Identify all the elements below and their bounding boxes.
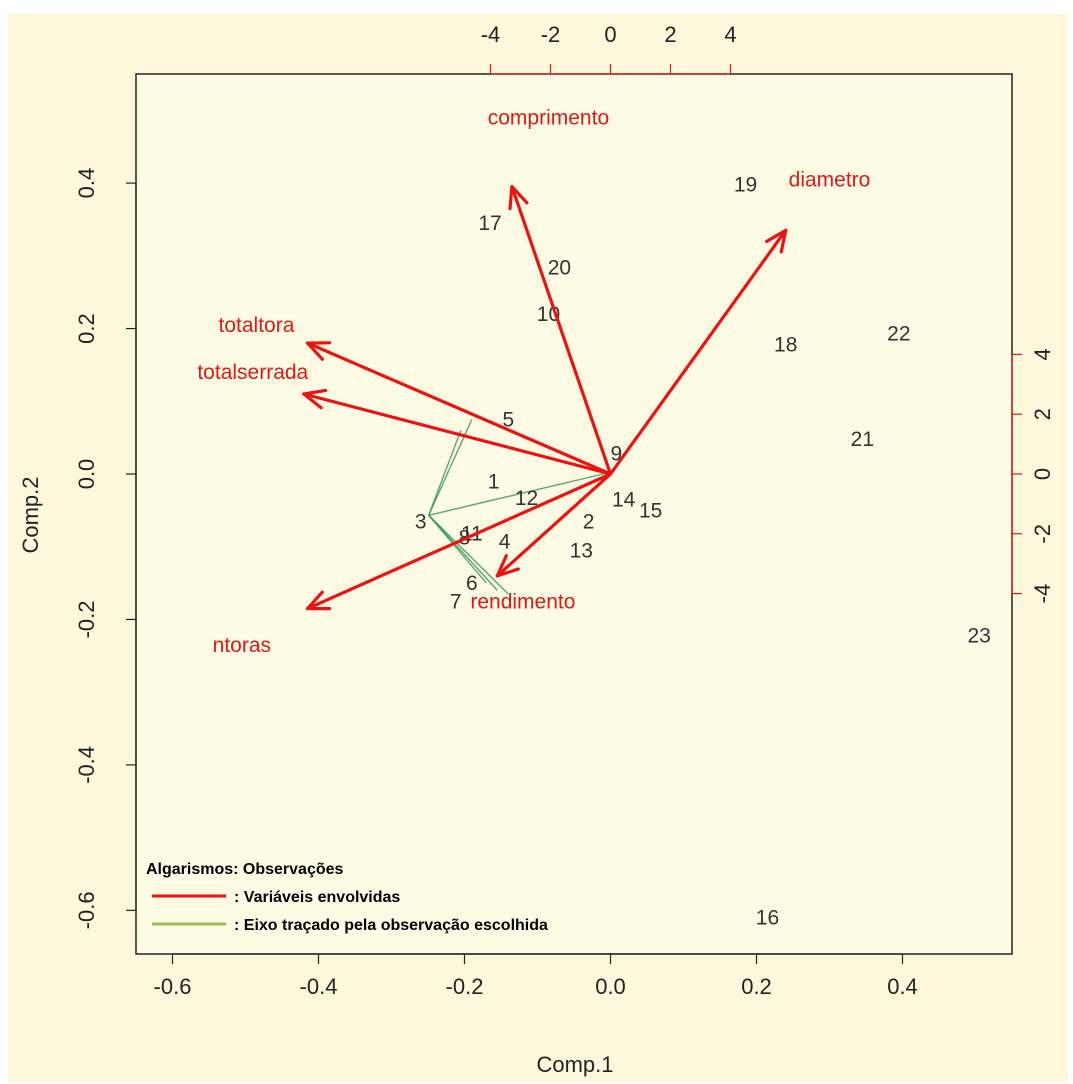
arrow-shaft-comprimento <box>510 185 613 476</box>
projection-axis-line <box>428 430 462 516</box>
observation-2: 2 <box>583 510 595 533</box>
y-tick-label-0-4: 0.4 <box>74 168 99 199</box>
x-tick-label--0-4: -0.4 <box>300 974 338 999</box>
arrow-head-totaltora <box>305 341 325 361</box>
observation-4: 4 <box>499 531 511 554</box>
arrow-shaft-ntoras <box>305 472 613 611</box>
observation-18: 18 <box>774 334 797 357</box>
right-tick-label-2: 2 <box>1030 408 1055 420</box>
legend-entry-axis: : Eixo traçado pela observação escolhida <box>234 917 548 934</box>
observation-22: 22 <box>887 323 910 346</box>
right-tick-label-0: 0 <box>1030 468 1055 480</box>
y-tick-label-0-2: 0.2 <box>74 313 99 344</box>
observation-9: 9 <box>610 443 622 466</box>
observation-17: 17 <box>478 212 501 235</box>
plot-area <box>136 74 1012 954</box>
x-tick-label--0-6: -0.6 <box>154 974 192 999</box>
top-tick-label--2: -2 <box>541 22 561 47</box>
x-tick-label-0-2: 0.2 <box>741 974 772 999</box>
observation-14: 14 <box>612 488 636 511</box>
top-tick-label-0: 0 <box>604 22 616 47</box>
projection-axis-line <box>428 473 604 516</box>
top-tick-label-2: 2 <box>664 22 676 47</box>
variable-label-rendimento: rendimento <box>470 590 575 613</box>
observation-12: 12 <box>515 487 538 510</box>
observation-3: 3 <box>415 510 427 533</box>
variable-arrow-totaltora <box>305 341 613 476</box>
variable-label-comprimento: comprimento <box>488 107 609 130</box>
x-tick-label--0-2: -0.2 <box>446 974 484 999</box>
arrow-head-comprimento <box>508 185 514 211</box>
arrow-head-rendimento <box>495 554 508 578</box>
projection-axis-line <box>428 514 509 595</box>
arrow-head-ntoras <box>305 590 324 611</box>
variable-arrow-comprimento <box>508 185 613 476</box>
observation-20: 20 <box>548 256 571 279</box>
arrow-shaft-totaltora <box>305 341 613 476</box>
y-axis-label: Comp.2 <box>18 476 43 553</box>
observation-19: 19 <box>734 174 757 197</box>
arrow-head-diametro <box>779 228 788 254</box>
observation-16: 16 <box>756 907 779 930</box>
y-tick-label-0-0: 0.0 <box>74 459 99 490</box>
observation-23: 23 <box>967 624 990 647</box>
y-tick-label--0-6: -0.6 <box>74 891 99 929</box>
legend-entry-variables: : Variáveis envolvidas <box>234 889 400 906</box>
arrow-head-comprimento <box>510 185 529 205</box>
observation-1: 1 <box>488 470 500 493</box>
arrow-shaft-rendimento <box>495 472 613 578</box>
observation-6: 6 <box>466 572 478 595</box>
variable-label-totalserrada: totalserrada <box>197 361 308 384</box>
variable-arrow-diametro <box>608 228 788 476</box>
variable-label-ntoras: ntoras <box>213 634 271 657</box>
arrow-head-diametro <box>765 228 788 244</box>
observation-7: 7 <box>450 590 462 613</box>
observation-5: 5 <box>502 408 514 431</box>
x-tick-label-0-0: 0.0 <box>595 974 626 999</box>
variable-arrow-rendimento <box>495 472 613 578</box>
observation-13: 13 <box>570 539 593 562</box>
arrow-head-totalserrada <box>302 392 323 410</box>
right-tick-label--2: -2 <box>1030 524 1055 544</box>
x-tick-label-0-4: 0.4 <box>887 974 918 999</box>
legend: Algarismos: Observações : Variáveis envo… <box>146 861 548 934</box>
legend-title: Algarismos: Observações <box>146 861 344 878</box>
top-tick-label-4: 4 <box>724 22 736 47</box>
top-tick-label--4: -4 <box>481 22 501 47</box>
variable-arrow-ntoras <box>305 472 613 611</box>
arrow-shaft-diametro <box>608 228 788 476</box>
x-axis-label: Comp.1 <box>536 1052 613 1077</box>
y-tick-label--0-4: -0.4 <box>74 746 99 784</box>
right-tick-label--4: -4 <box>1030 584 1055 604</box>
variable-arrow-totalserrada <box>302 388 613 476</box>
observation-15: 15 <box>639 499 662 522</box>
arrow-shaft-totalserrada <box>302 392 613 476</box>
y-tick-label--0-2: -0.2 <box>74 600 99 638</box>
right-tick-label-4: 4 <box>1030 348 1055 360</box>
arrow-head-totalserrada <box>302 388 328 396</box>
variable-label-diametro: diametro <box>789 168 871 191</box>
projection-axis-line <box>428 514 498 591</box>
arrow-head-rendimento <box>495 567 520 578</box>
observation-21: 21 <box>851 428 874 451</box>
variable-label-totaltora: totaltora <box>219 314 295 337</box>
